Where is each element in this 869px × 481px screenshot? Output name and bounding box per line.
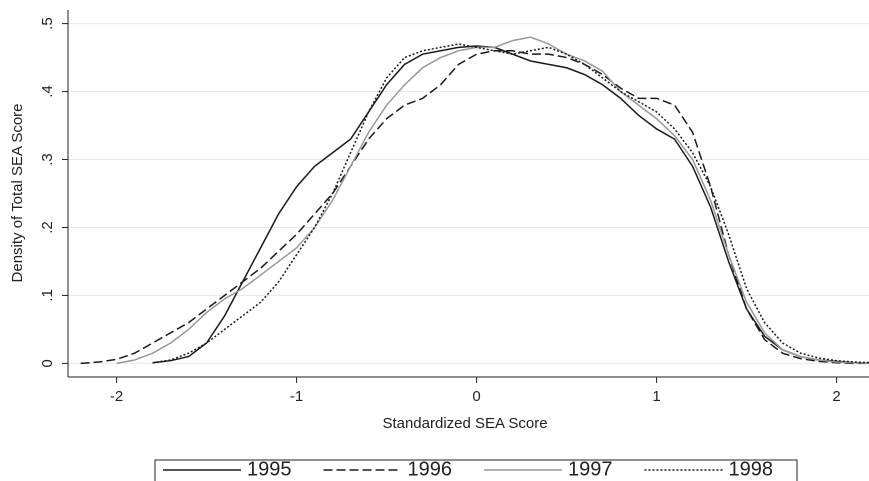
x-tick-label: 0 xyxy=(472,388,480,405)
legend-label: 1996 xyxy=(408,458,453,480)
series-line xyxy=(80,50,869,365)
x-axis-label: Standardized SEA Score xyxy=(382,415,547,432)
x-tick-label: 1 xyxy=(652,388,660,405)
y-tick-label: 0 xyxy=(39,359,56,367)
legend-label: 1997 xyxy=(568,458,613,480)
series-line xyxy=(116,36,869,365)
y-tick-label: .1 xyxy=(39,289,56,302)
y-tick-label: .4 xyxy=(39,85,56,98)
legend-label: 1998 xyxy=(729,458,774,480)
y-tick-label: .3 xyxy=(39,153,56,166)
legend-box xyxy=(154,459,798,481)
legend-label: 1995 xyxy=(247,458,292,480)
x-tick-label: 2 xyxy=(832,388,840,405)
y-tick-label: .2 xyxy=(39,221,56,234)
x-tick-label: -2 xyxy=(110,388,123,405)
y-axis-label: Density of Total SEA Score xyxy=(9,104,26,283)
x-tick-label: -1 xyxy=(290,388,303,405)
y-tick-label: .5 xyxy=(39,17,56,30)
